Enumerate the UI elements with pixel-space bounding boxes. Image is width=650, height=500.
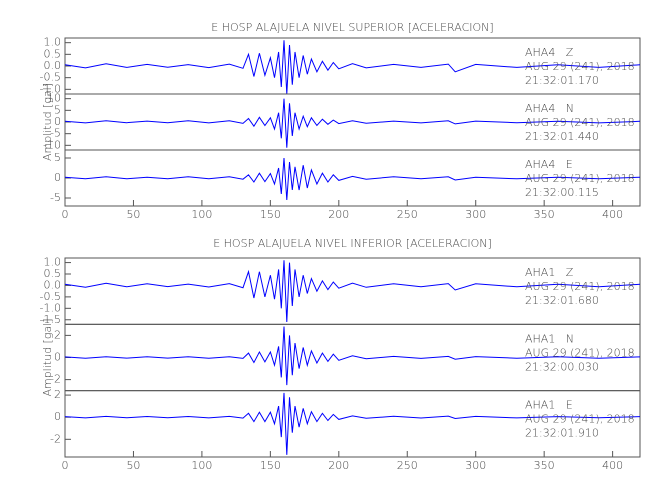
trace-annotation: AHA1 N bbox=[525, 332, 574, 345]
x-tick-label: 350 bbox=[534, 459, 555, 472]
trace-annotation: AHA4 Z bbox=[525, 46, 574, 59]
x-tick-label: 300 bbox=[465, 459, 486, 472]
chart-title: E HOSP ALAJUELA NIVEL INFERIOR [ACELERAC… bbox=[213, 237, 492, 250]
y-tick-label: 2 bbox=[54, 388, 61, 401]
y-axis-label: Amplitud [gal] bbox=[41, 318, 54, 396]
trace-annotation: 21:32:00.030 bbox=[525, 360, 599, 373]
y-tick-label: 1.0 bbox=[44, 256, 62, 269]
y-tick-label: 0 bbox=[54, 171, 61, 184]
waveform bbox=[64, 392, 641, 455]
y-tick-label: -5 bbox=[50, 127, 61, 140]
x-tick-label: 150 bbox=[260, 208, 281, 221]
x-tick-label: 200 bbox=[328, 208, 349, 221]
waveform bbox=[64, 40, 641, 95]
waveform bbox=[64, 260, 641, 323]
x-tick-label: 250 bbox=[397, 208, 418, 221]
x-tick-label: 100 bbox=[191, 208, 212, 221]
y-tick-label: -1.0 bbox=[40, 82, 61, 95]
chart-title: E HOSP ALAJUELA NIVEL SUPERIOR [ACELERAC… bbox=[211, 21, 493, 34]
x-tick-label: 350 bbox=[534, 208, 555, 221]
trace-annotation: 21:32:01.170 bbox=[525, 74, 599, 87]
x-tick-label: 50 bbox=[126, 208, 140, 221]
y-tick-label: -1.5 bbox=[40, 313, 61, 326]
waveform bbox=[64, 98, 641, 148]
y-tick-label: -0.5 bbox=[40, 290, 61, 303]
y-tick-label: -2 bbox=[50, 373, 61, 386]
x-tick-label: 300 bbox=[465, 208, 486, 221]
x-tick-label: 200 bbox=[328, 459, 349, 472]
y-tick-label: 0 bbox=[54, 115, 61, 128]
y-tick-label: 5 bbox=[54, 151, 61, 164]
x-tick-label: 250 bbox=[397, 459, 418, 472]
y-tick-label: 5 bbox=[54, 103, 61, 116]
trace-annotation: AHA4 N bbox=[525, 102, 574, 115]
x-tick-label: 400 bbox=[602, 208, 623, 221]
y-tick-label: 0 bbox=[54, 410, 61, 423]
trace-annotation: AUG 29 (241), 2018 bbox=[525, 413, 635, 426]
y-tick-label: 10 bbox=[47, 92, 61, 105]
trace-annotation: AUG 29 (241), 2018 bbox=[525, 60, 635, 73]
y-tick-label: 0.5 bbox=[44, 267, 62, 280]
trace-annotation: 21:32:00.115 bbox=[525, 186, 599, 199]
y-tick-label: 0.0 bbox=[44, 278, 62, 291]
x-tick-label: 100 bbox=[191, 459, 212, 472]
y-tick-label: -10 bbox=[43, 138, 61, 151]
y-tick-label: 2 bbox=[54, 328, 61, 341]
plot-frame bbox=[64, 390, 641, 458]
trace-annotation: 21:32:01.680 bbox=[525, 294, 599, 307]
trace-annotation: 21:32:01.910 bbox=[525, 427, 599, 440]
trace-annotation: AUG 29 (241), 2018 bbox=[525, 116, 635, 129]
trace-annotation: AHA4 E bbox=[525, 158, 573, 171]
x-tick-label: 50 bbox=[126, 459, 140, 472]
y-tick-label: 0 bbox=[54, 351, 61, 364]
x-tick-label: 150 bbox=[260, 459, 281, 472]
y-tick-label: -2 bbox=[50, 432, 61, 445]
y-tick-label: -5 bbox=[50, 191, 61, 204]
y-tick-label: 0.5 bbox=[44, 47, 62, 60]
x-tick-label: 0 bbox=[62, 459, 69, 472]
trace-annotation: AUG 29 (241), 2018 bbox=[525, 280, 635, 293]
waveform bbox=[64, 326, 641, 386]
trace-annotation: 21:32:01.440 bbox=[525, 130, 599, 143]
waveform bbox=[64, 157, 641, 201]
y-axis-label: Amplitud [gal] bbox=[41, 83, 54, 161]
x-tick-label: 0 bbox=[62, 208, 69, 221]
trace-annotation: AHA1 E bbox=[525, 399, 573, 412]
y-tick-label: 1.0 bbox=[44, 36, 62, 49]
y-tick-label: -1.0 bbox=[40, 301, 61, 314]
y-tick-label: 0.0 bbox=[44, 59, 62, 72]
trace-annotation: AUG 29 (241), 2018 bbox=[525, 346, 635, 359]
trace-annotation: AUG 29 (241), 2018 bbox=[525, 172, 635, 185]
y-tick-label: -0.5 bbox=[40, 71, 61, 84]
trace-annotation: AHA1 Z bbox=[525, 266, 574, 279]
x-tick-label: 400 bbox=[602, 459, 623, 472]
